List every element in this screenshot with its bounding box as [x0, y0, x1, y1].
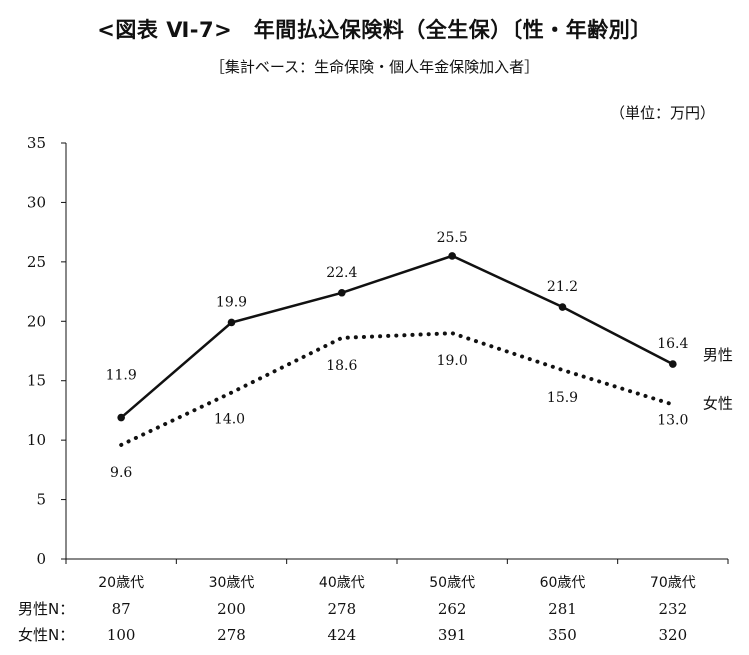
chart-subtitle: ［集計ベース：生命保険・個人年金保険加入者］	[209, 58, 540, 76]
data-point-male	[227, 318, 236, 327]
n-row-label: 男性N：	[18, 600, 74, 618]
n-value: 262	[438, 600, 467, 618]
legend-male: 男性	[703, 346, 733, 364]
x-category-label: 40歳代	[319, 575, 365, 591]
y-tick-label: 20	[27, 312, 46, 330]
data-point-male	[669, 360, 677, 368]
data-label-female: 18.6	[326, 358, 357, 374]
data-label-female: 14.0	[214, 412, 245, 428]
data-label-female: 13.0	[657, 412, 688, 428]
y-tick-label: 30	[27, 193, 46, 211]
unit-label: （単位：万円）	[609, 104, 715, 122]
x-category-label: 30歳代	[209, 575, 255, 591]
n-row-label: 女性N：	[18, 626, 74, 644]
data-point-male	[338, 288, 346, 297]
n-value: 87	[112, 600, 131, 618]
x-category-label: 70歳代	[650, 575, 696, 591]
n-value: 232	[659, 600, 688, 618]
y-tick-label: 15	[27, 372, 46, 390]
data-point-male	[558, 303, 567, 311]
x-category-label: 60歳代	[540, 575, 586, 591]
n-value: 320	[659, 626, 688, 644]
data-label-male: 11.9	[106, 368, 137, 384]
legend-female: 女性	[703, 394, 733, 412]
y-tick-label: 10	[27, 431, 46, 449]
data-label-male: 19.9	[216, 294, 247, 310]
data-label-male: 16.4	[657, 336, 688, 352]
n-value: 278	[217, 626, 246, 644]
data-label-female: 15.9	[547, 390, 578, 406]
x-category-label: 20歳代	[98, 575, 144, 591]
data-point-male	[117, 413, 125, 422]
n-value: 350	[548, 626, 577, 644]
data-label-female: 9.6	[110, 465, 132, 481]
n-value: 278	[328, 600, 357, 618]
data-label-male: 25.5	[437, 230, 468, 246]
chart-title: <図表 Ⅵ-7> 年間払込保険料（全生保）〔性・年齢別〕	[97, 18, 652, 42]
y-tick-label: 35	[27, 134, 46, 152]
n-value: 424	[328, 626, 357, 644]
series-line-female	[119, 331, 675, 447]
x-category-label: 50歳代	[429, 575, 475, 591]
y-tick-label: 5	[36, 491, 46, 509]
series-line-male	[120, 254, 674, 419]
n-value: 200	[217, 600, 246, 618]
data-point-male	[448, 252, 456, 260]
n-value: 100	[107, 626, 136, 644]
n-value: 391	[438, 626, 467, 644]
y-tick-label: 25	[27, 253, 46, 271]
y-tick-label: 0	[36, 550, 46, 568]
data-label-male: 22.4	[326, 265, 357, 281]
data-label-female: 19.0	[437, 353, 468, 369]
data-label-male: 21.2	[547, 279, 578, 295]
n-value: 281	[548, 600, 577, 618]
